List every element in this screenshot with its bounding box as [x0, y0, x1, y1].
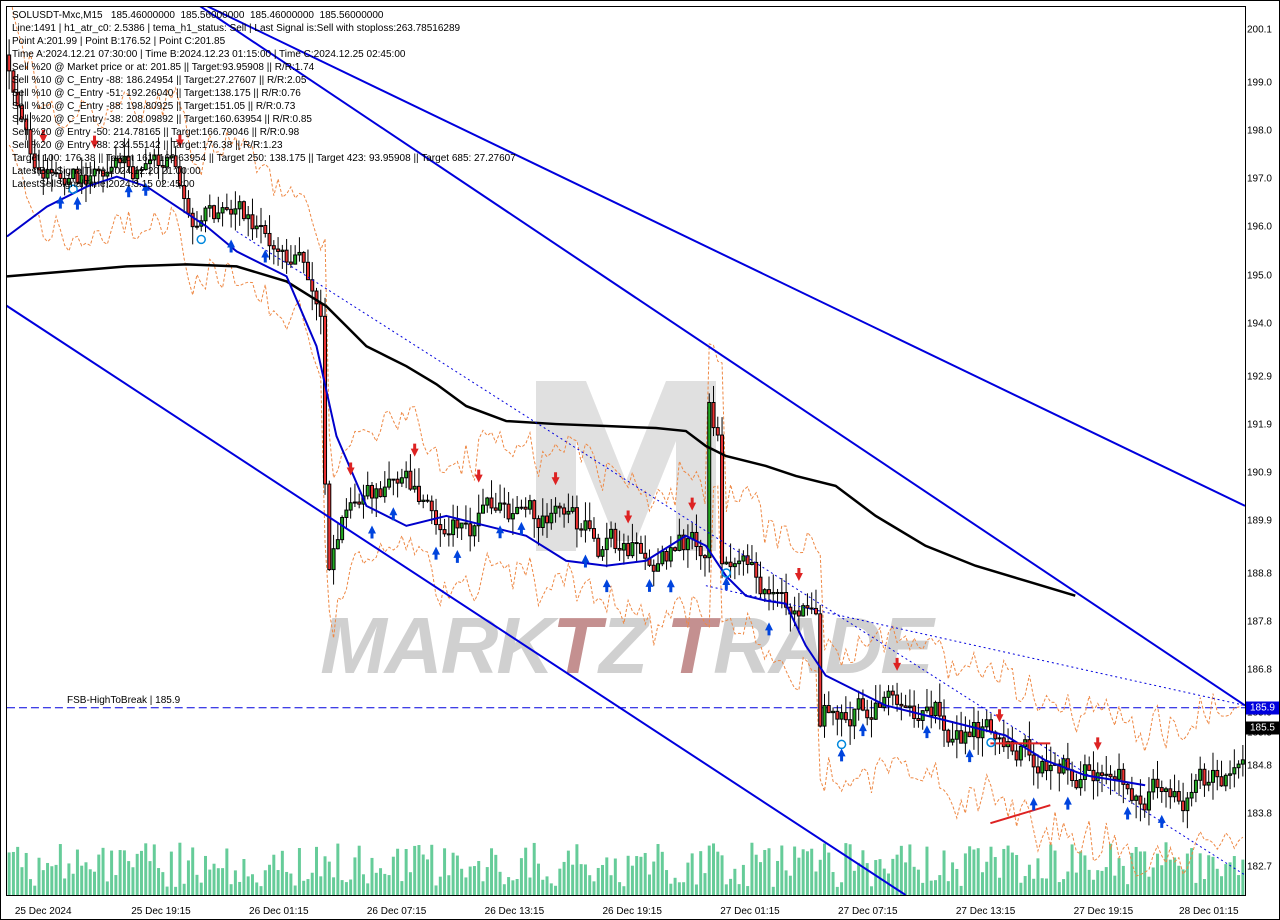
y-axis-label: 188.8 [1247, 568, 1272, 579]
info-row: Target 100: 176.38 || Target 161: 160.63… [12, 152, 516, 165]
y-axis-label: 191.9 [1247, 419, 1272, 430]
y-axis-label: 199.0 [1247, 78, 1272, 89]
volume-bars [8, 842, 1245, 895]
info-row: Sell %10 @ C_Entry -88: 198.80925 || Tar… [12, 100, 516, 113]
x-axis-label: 27 Dec 07:15 [838, 906, 898, 917]
x-axis-label: 28 Dec 01:15 [1179, 906, 1239, 917]
x-axis-label: 26 Dec 19:15 [602, 906, 662, 917]
x-axis-label: 26 Dec 07:15 [367, 906, 427, 917]
price-tag-current: 185.5 [1246, 721, 1279, 734]
ohlc-high: 185.56000000 [180, 10, 244, 21]
price-tag-fsb: 185.9 [1246, 702, 1279, 715]
x-axis-label: 25 Dec 19:15 [131, 906, 191, 917]
y-axis-label: 196.0 [1247, 222, 1272, 233]
info-row: Sell %20 @ Market price or at: 201.85 ||… [12, 61, 516, 74]
ma-blue-line [7, 177, 1145, 786]
y-axis-label: 198.0 [1247, 126, 1272, 137]
y-axis-label: 189.9 [1247, 515, 1272, 526]
y-axis-label: 187.8 [1247, 616, 1272, 627]
y-axis-label: 190.9 [1247, 467, 1272, 478]
x-axis-label: 25 Dec 2024 [15, 906, 72, 917]
info-row: Sell %20 @ C_Entry -38: 208.09892 || Tar… [12, 113, 516, 126]
info-row: Point A:201.99 | Point B:176.52 | Point … [12, 35, 516, 48]
title-line: SOLUSDT-Mxc,M15 185.46000000 185.5600000… [12, 9, 516, 22]
info-row: Sell %20 @ Entry -88: 234.55142 || Targe… [12, 139, 516, 152]
chart-container: MARKTZ TRADE [0, 0, 1280, 920]
symbol-timeframe: SOLUSDT-Mxc,M15 [12, 10, 103, 21]
ohlc-low: 185.46000000 [250, 10, 314, 21]
y-axis-label: 194.0 [1247, 318, 1272, 329]
x-axis: 25 Dec 2024 25 Dec 19:15 26 Dec 01:15 26 De… [6, 899, 1246, 917]
y-axis-label: 183.8 [1247, 809, 1272, 820]
y-axis-label: 197.0 [1247, 174, 1272, 185]
info-row: Line:1491 | h1_atr_c0: 2.5386 | tema_h1_… [12, 22, 516, 35]
y-axis-label: 186.8 [1247, 665, 1272, 676]
info-row: Time A:2024.12.21 07:30:00 | Time B:2024… [12, 48, 516, 61]
info-row: Sell %10 @ C_Entry -88: 186.24954 || Tar… [12, 74, 516, 87]
x-axis-label: 27 Dec 13:15 [956, 906, 1016, 917]
ohlc-open: 185.46000000 [111, 10, 175, 21]
info-row: LatestSellSignalTime:2024.3.15 02:45:00 [12, 178, 516, 191]
x-axis-label: 26 Dec 13:15 [485, 906, 545, 917]
x-axis-label: 27 Dec 19:15 [1074, 906, 1134, 917]
info-row: LatestBuySignalTime:2024.12.20 21:00:00 [12, 165, 516, 178]
y-axis-label: 195.0 [1247, 270, 1272, 281]
y-axis-label: 192.9 [1247, 371, 1272, 382]
y-axis-label: 200.1 [1247, 25, 1272, 36]
y-axis-label: 184.8 [1247, 761, 1272, 772]
info-row: Sell %10 @ C_Entry -51: 192.26040 || Tar… [12, 87, 516, 100]
chart-info-text: SOLUSDT-Mxc,M15 185.46000000 185.5600000… [12, 9, 516, 191]
x-axis-label: 27 Dec 01:15 [720, 906, 780, 917]
arrows [39, 130, 1165, 828]
ohlc-close: 185.56000000 [320, 10, 384, 21]
y-axis-label: 182.7 [1247, 862, 1272, 873]
info-row: Sell %20 @ Entry -50: 214.78165 || Targe… [12, 126, 516, 139]
chart-area[interactable]: MARKTZ TRADE [6, 6, 1246, 896]
fsb-label: FSB-HighToBreak | 185.9 [67, 695, 180, 706]
x-axis-label: 26 Dec 01:15 [249, 906, 309, 917]
